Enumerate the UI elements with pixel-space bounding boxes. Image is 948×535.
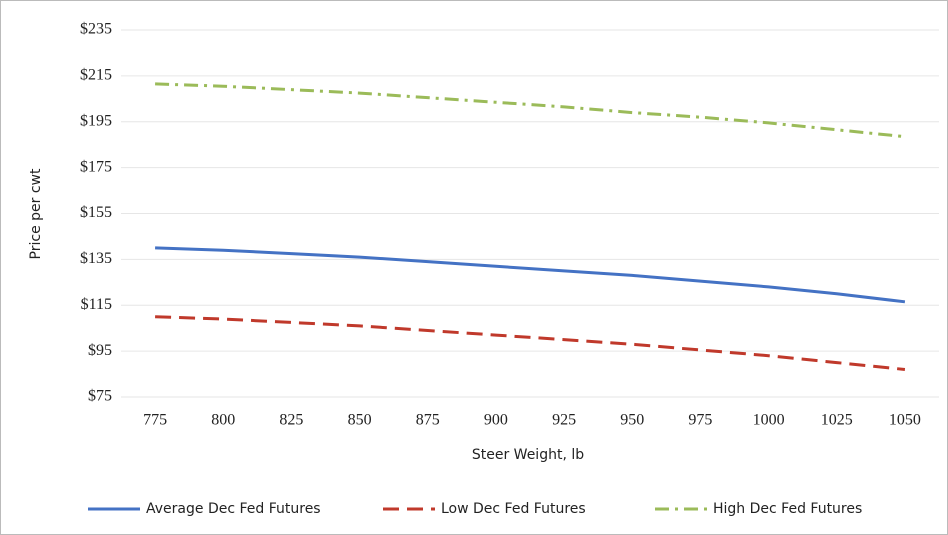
x-tick-label: 775 — [143, 412, 167, 429]
x-tick-label: 900 — [484, 412, 508, 429]
x-tick-label: 875 — [416, 412, 440, 429]
x-axis-label: Steer Weight, lb — [472, 447, 584, 463]
legend-label: Low Dec Fed Futures — [441, 501, 586, 517]
x-tick-label: 850 — [348, 412, 372, 429]
x-tick-label: 825 — [279, 412, 303, 429]
x-tick-label: 925 — [552, 412, 576, 429]
x-tick-label: 800 — [211, 412, 235, 429]
x-tick-label: 950 — [620, 412, 644, 429]
series-line — [155, 82, 906, 139]
x-tick-label: 1000 — [753, 412, 785, 429]
y-tick-label: $115 — [81, 296, 112, 313]
y-tick-label: $135 — [80, 250, 112, 267]
legend-label: High Dec Fed Futures — [713, 501, 862, 517]
x-tick-label: 975 — [688, 412, 712, 429]
series-line — [155, 246, 906, 304]
y-tick-label: $215 — [80, 67, 112, 84]
y-tick-label: $95 — [88, 342, 112, 359]
y-tick-label: $175 — [80, 158, 112, 175]
y-axis-label: Price per cwt — [28, 168, 44, 259]
x-tick-label: 1025 — [821, 412, 853, 429]
y-tick-label: $75 — [88, 388, 112, 405]
y-tick-label: $195 — [80, 112, 112, 129]
y-tick-label: $235 — [80, 21, 112, 38]
legend-label: Average Dec Fed Futures — [146, 501, 321, 517]
x-tick-label: 1050 — [889, 412, 921, 429]
series-line — [155, 315, 906, 371]
y-tick-label: $155 — [80, 204, 112, 221]
